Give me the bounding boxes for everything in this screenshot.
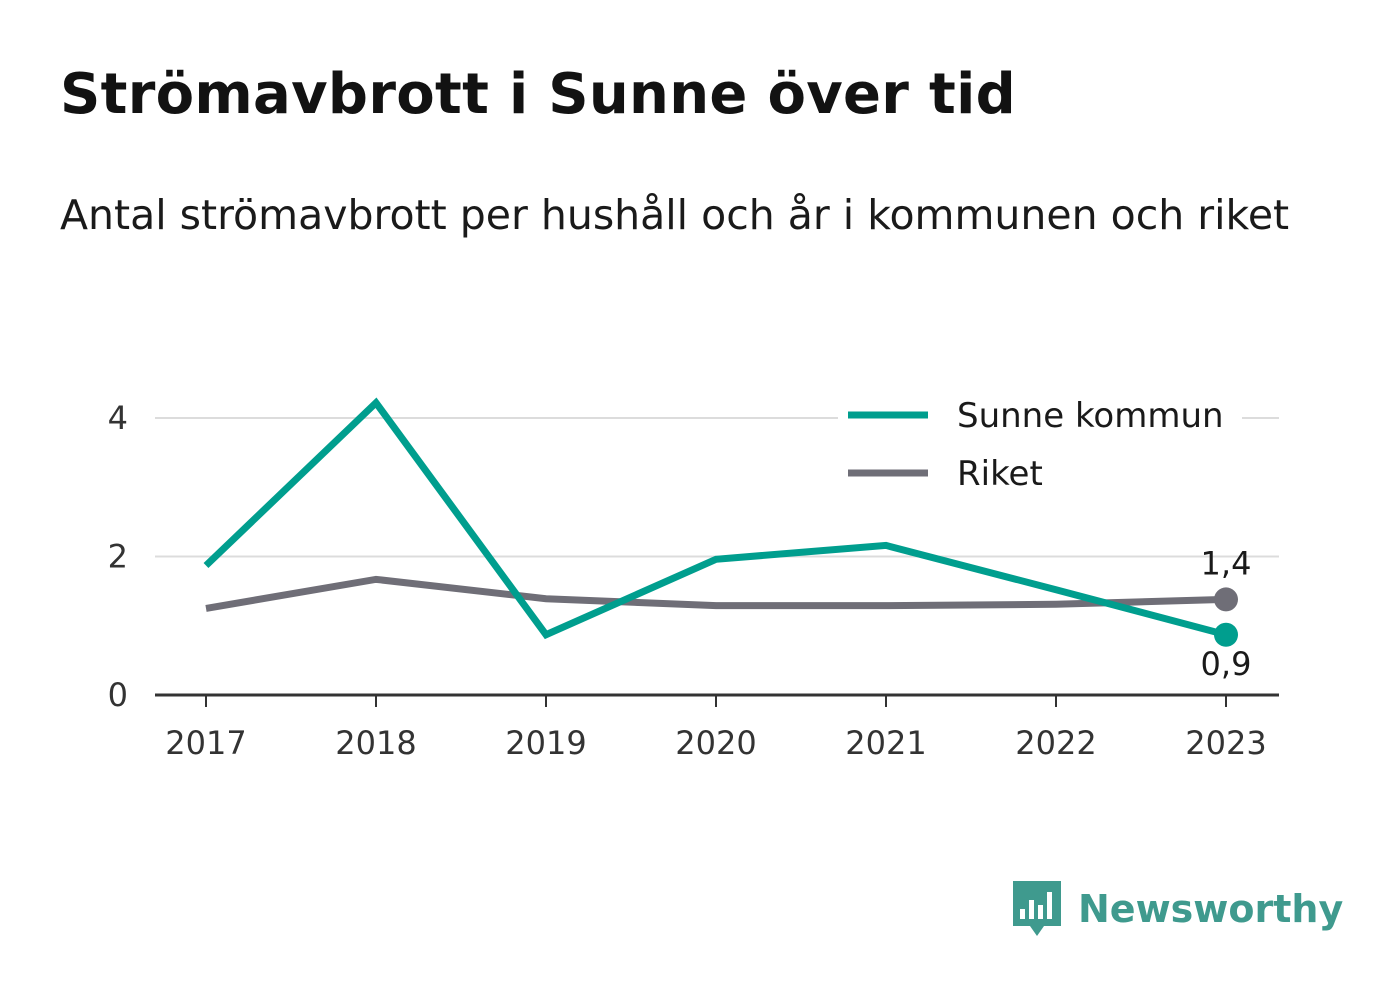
y-tick-label: 4 [108,399,128,437]
legend-label: Riket [957,454,1043,494]
x-tick-label: 2023 [1185,724,1266,762]
data-point-last [1214,622,1238,647]
series-line-sunne-kommun [203,397,1227,640]
y-tick-label: 0 [108,676,128,714]
legend: Sunne kommun Riket [838,389,1242,499]
series-line-riket [205,575,1227,612]
end-value-label: 0,9 [1201,645,1252,683]
series-lines: 0,9 1,4 [203,397,1252,683]
newsworthy-logo-icon [1013,881,1061,936]
y-axis-ticks: 0 2 4 [108,399,128,714]
brand-name: Newsworthy [1078,887,1344,931]
newsworthy-brand: Newsworthy [1010,878,1343,940]
x-tick-label: 2020 [675,724,756,762]
chart-title: Strömavbrott i Sunne över tid [60,62,1016,127]
y-tick-label: 2 [108,538,128,576]
x-tick-label: 2021 [845,724,926,762]
chart-subtitle: Antal strömavbrott per hushåll och år i … [60,191,1290,239]
x-tick-label: 2017 [165,724,246,762]
legend-label: Sunne kommun [957,396,1224,436]
x-tick-label: 2018 [335,724,416,762]
end-value-label: 1,4 [1201,544,1252,582]
x-axis-ticks: 2017 2018 2019 2020 2021 2022 2023 [165,695,1267,762]
data-point-last [1214,587,1238,612]
x-tick-label: 2022 [1015,724,1096,762]
x-tick-label: 2019 [505,724,586,762]
